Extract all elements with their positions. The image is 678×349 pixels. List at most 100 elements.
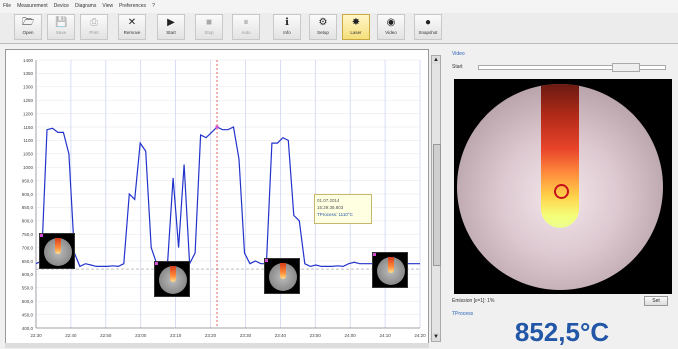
snapshot-thumbnail-3[interactable] bbox=[264, 258, 300, 294]
start-slider[interactable] bbox=[478, 65, 666, 70]
toolbar-button-0[interactable]: 🗁 Open bbox=[14, 14, 42, 40]
y-tick-label: 700,0 bbox=[22, 245, 34, 250]
y-tick-label: 650,0 bbox=[22, 259, 34, 264]
tooltip-time: 15:29:38.803 bbox=[317, 205, 344, 210]
chart-vertical-scrollbar[interactable]: ▲ ▼ bbox=[431, 55, 441, 342]
y-tick-label: 600,0 bbox=[22, 272, 34, 277]
x-tick-label: 24:20 bbox=[414, 333, 426, 338]
y-tick-label: 1100 bbox=[23, 138, 33, 143]
laser-icon: ✸ bbox=[351, 17, 361, 28]
tooltip-value: TProcess: 1110°C bbox=[317, 212, 353, 217]
setup-icon: ⚙ bbox=[318, 17, 328, 28]
y-tick-label: 1050 bbox=[23, 152, 34, 157]
cursor-tooltip: 01.07.2014 15:29:38.803 TProcess: 1110°C bbox=[314, 194, 372, 224]
toolbar-button-label: Remove bbox=[123, 30, 141, 35]
snapshot-thumbnail-4[interactable] bbox=[372, 252, 408, 288]
remove-x-icon: ✕ bbox=[127, 17, 137, 28]
y-tick-label: 550,0 bbox=[22, 286, 34, 291]
measurement-spot-icon bbox=[554, 184, 569, 199]
emissivity-readout: Emission [ε=1]: 1% bbox=[452, 298, 495, 304]
toolbar-button-5[interactable]: ■ Stop bbox=[195, 14, 223, 40]
y-tick-label: 450,0 bbox=[22, 312, 34, 317]
toolbar-button-6[interactable]: ⏸ Auto bbox=[232, 14, 260, 40]
set-button[interactable]: Set bbox=[644, 296, 668, 306]
x-tick-label: 23:00 bbox=[135, 333, 147, 338]
toolbar-button-8[interactable]: ⚙ Setup bbox=[309, 14, 337, 40]
y-tick-label: 1000 bbox=[23, 165, 34, 170]
info-icon: ℹ bbox=[285, 17, 289, 28]
start-slider-knob[interactable] bbox=[612, 63, 640, 72]
temperature-curve bbox=[35, 126, 420, 268]
x-tick-label: 23:40 bbox=[275, 333, 287, 338]
menu-item-1[interactable]: Measurement bbox=[17, 3, 48, 9]
toolbar-button-9[interactable]: ✸ Laser bbox=[342, 14, 370, 40]
stop-icon: ■ bbox=[205, 17, 213, 28]
toolbar-button-label: Save bbox=[55, 30, 67, 35]
cursor-marker bbox=[215, 125, 219, 129]
menu-item-4[interactable]: View bbox=[102, 3, 114, 9]
toolbar-button-label: Stop bbox=[204, 30, 214, 35]
video-icon: ◉ bbox=[386, 17, 396, 28]
auto-icon: ⏸ bbox=[243, 17, 249, 28]
y-tick-label: 400,0 bbox=[22, 326, 34, 331]
toolbar-button-2[interactable]: ⎙ Print bbox=[80, 14, 108, 40]
toolbar-button-label: Open bbox=[22, 30, 34, 35]
video-panel: Video Start Emission [ε=1]: 1% Set TProc… bbox=[448, 49, 676, 347]
process-temp-label: TProcess bbox=[452, 311, 474, 317]
menu-item-0[interactable]: File bbox=[3, 3, 12, 9]
y-tick-label: 1300 bbox=[23, 85, 34, 90]
toolbar-button-4[interactable]: ▶ Start bbox=[157, 14, 185, 40]
scroll-down-icon[interactable]: ▼ bbox=[432, 333, 440, 341]
x-tick-label: 24:10 bbox=[379, 333, 391, 338]
y-tick-label: 750,0 bbox=[22, 232, 34, 237]
x-tick-label: 23:50 bbox=[310, 333, 322, 338]
x-tick-label: 23:30 bbox=[240, 333, 252, 338]
x-tick-label: 22:50 bbox=[100, 333, 112, 338]
menu-item-6[interactable]: ? bbox=[152, 3, 155, 9]
toolbar-button-label: Video bbox=[385, 30, 397, 35]
y-tick-label: 850,0 bbox=[22, 205, 34, 210]
toolbar-button-label: Setup bbox=[317, 30, 329, 35]
toolbar-button-label: Print bbox=[89, 30, 99, 35]
x-tick-label: 23:10 bbox=[170, 333, 182, 338]
y-tick-label: 1250 bbox=[23, 98, 34, 103]
save-icon: 💾 bbox=[55, 17, 68, 28]
y-tick-label: 1200 bbox=[23, 111, 34, 116]
x-tick-label: 22:30 bbox=[30, 333, 42, 338]
toolbar-button-3[interactable]: ✕ Remove bbox=[118, 14, 146, 40]
x-tick-label: 24:00 bbox=[345, 333, 357, 338]
scrollbar-thumb[interactable] bbox=[433, 144, 441, 266]
video-title: Video bbox=[452, 51, 465, 57]
trend-chart[interactable]: 1400 1350 1300 1250 1200 1150 1100 1050 1000 950,… bbox=[5, 49, 429, 344]
menu-item-2[interactable]: Device bbox=[53, 3, 69, 9]
x-tick-label: 22:40 bbox=[65, 333, 77, 338]
y-tick-label: 900,0 bbox=[22, 192, 34, 197]
start-play-icon: ▶ bbox=[167, 17, 175, 28]
open-folder-icon: 🗁 bbox=[22, 17, 35, 28]
chart-horizontal-scrollbar[interactable] bbox=[5, 343, 429, 348]
snapshot-thumbnail-2[interactable] bbox=[154, 261, 190, 297]
toolbar-button-11[interactable]: ● Snapshot bbox=[414, 14, 442, 40]
toolbar-button-10[interactable]: ◉ Video bbox=[377, 14, 405, 40]
scroll-up-icon[interactable]: ▲ bbox=[432, 56, 440, 64]
y-tick-label: 1350 bbox=[23, 71, 34, 76]
start-slider-row: Start bbox=[452, 63, 668, 72]
snapshot-thumbnail-1[interactable] bbox=[39, 233, 75, 269]
print-icon: ⎙ bbox=[90, 17, 98, 28]
video-view bbox=[454, 79, 672, 294]
menu-item-5[interactable]: Preferences bbox=[119, 3, 147, 9]
toolbar-button-label: Info bbox=[283, 30, 291, 35]
snapshot-icon: ● bbox=[424, 17, 432, 28]
start-label: Start bbox=[452, 64, 463, 70]
toolbar-button-label: Laser bbox=[350, 30, 362, 35]
hot-object bbox=[541, 84, 579, 228]
y-tick-label: 800,0 bbox=[22, 219, 34, 224]
toolbar-button-1[interactable]: 💾 Save bbox=[47, 14, 75, 40]
tooltip-date: 01.07.2014 bbox=[317, 198, 340, 203]
toolbar-button-label: Start bbox=[166, 30, 176, 35]
toolbar-button-7[interactable]: ℹ Info bbox=[273, 14, 301, 40]
menu-item-3[interactable]: Diagrams bbox=[74, 3, 97, 9]
process-temp-value: 852,5°C bbox=[514, 317, 610, 347]
menu-bar: File Measurement Device Diagrams View Prefere… bbox=[0, 0, 678, 13]
y-tick-label: 500,0 bbox=[22, 299, 34, 304]
